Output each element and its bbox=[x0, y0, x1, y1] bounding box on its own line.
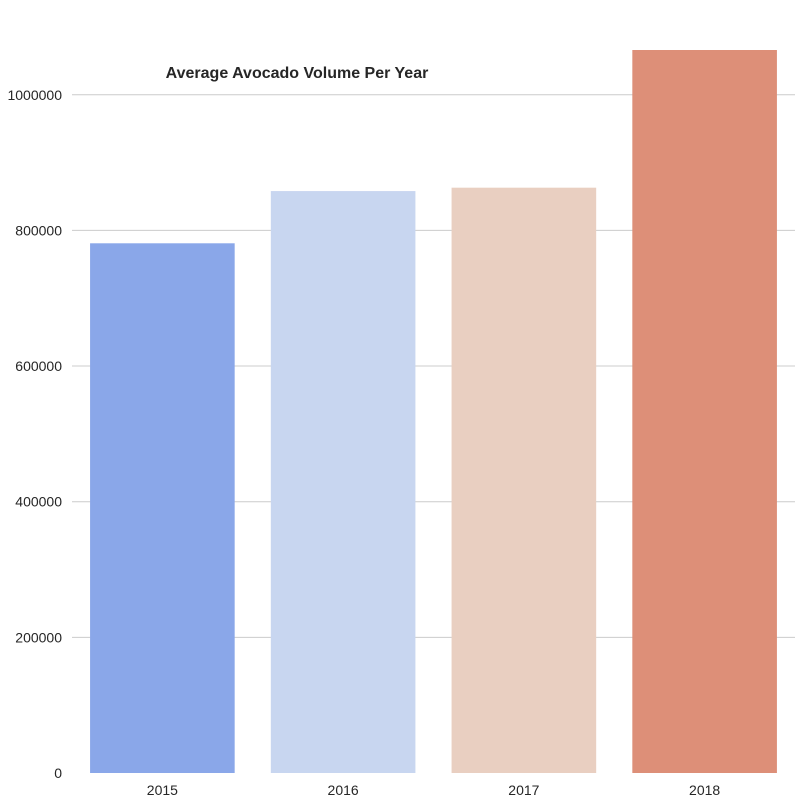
x-tick-label: 2018 bbox=[689, 782, 720, 798]
bars bbox=[90, 50, 777, 774]
y-tick-label: 600000 bbox=[15, 358, 62, 374]
x-tick-label: 2017 bbox=[508, 782, 539, 798]
bar-2016 bbox=[270, 191, 416, 773]
x-axis-ticks: 2015 2016 2017 2018 bbox=[147, 782, 721, 798]
bar-2018 bbox=[632, 50, 777, 773]
y-tick-label: 800000 bbox=[15, 222, 62, 238]
x-tick-label: 2016 bbox=[328, 782, 359, 798]
bar-2017 bbox=[451, 187, 597, 773]
x-tick-label: 2015 bbox=[147, 782, 178, 798]
y-tick-label: 200000 bbox=[15, 629, 62, 645]
y-tick-label: 0 bbox=[54, 765, 62, 781]
bar-2015 bbox=[90, 243, 235, 774]
y-axis-ticks: 0 200000 400000 600000 800000 1000000 bbox=[7, 87, 62, 781]
y-tick-label: 1000000 bbox=[7, 87, 62, 103]
y-tick-label: 400000 bbox=[15, 494, 62, 510]
chart-title: Average Avocado Volume Per Year bbox=[166, 65, 429, 82]
